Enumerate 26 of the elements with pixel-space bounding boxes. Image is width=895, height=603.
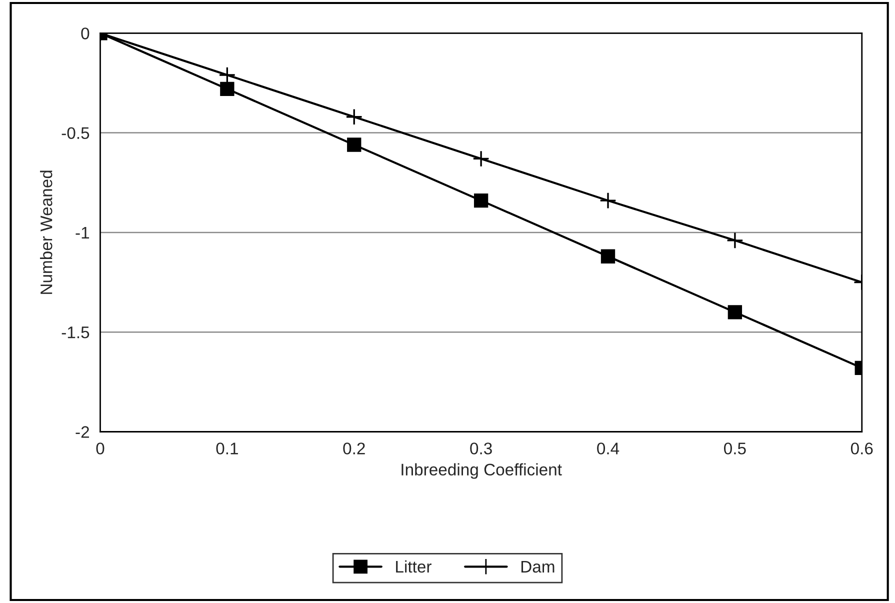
y-tick-label: -1 bbox=[76, 227, 90, 238]
x-tick-label: 0.5 bbox=[724, 442, 746, 454]
legend-label: Litter bbox=[396, 560, 432, 573]
point bbox=[347, 138, 362, 152]
point bbox=[600, 249, 616, 264]
point bbox=[600, 192, 616, 210]
legend-label: Dam bbox=[521, 561, 554, 573]
point bbox=[218, 66, 236, 84]
y-tick-label: -1.5 bbox=[62, 326, 90, 338]
point bbox=[472, 150, 490, 168]
point bbox=[220, 82, 234, 96]
x-tick-label: 0 bbox=[96, 442, 104, 454]
point bbox=[728, 305, 742, 320]
x-tick-label: 0.6 bbox=[850, 442, 873, 454]
y-tick-label: 0 bbox=[81, 28, 90, 40]
x-axis-title: Inbreeding Coefficient bbox=[402, 463, 562, 479]
y-tick-label: -0.5 bbox=[62, 127, 90, 140]
point bbox=[346, 108, 363, 126]
point bbox=[726, 232, 744, 249]
x-tick-label: 0.3 bbox=[470, 442, 492, 454]
x-tick-label: 0.4 bbox=[597, 442, 620, 454]
x-tick-label: 0.1 bbox=[216, 442, 238, 454]
point bbox=[474, 193, 488, 208]
y-tick-label: -2 bbox=[76, 426, 89, 438]
y-axis-title: Number Weaned bbox=[40, 170, 52, 294]
x-tick-label: 0.2 bbox=[343, 442, 365, 454]
